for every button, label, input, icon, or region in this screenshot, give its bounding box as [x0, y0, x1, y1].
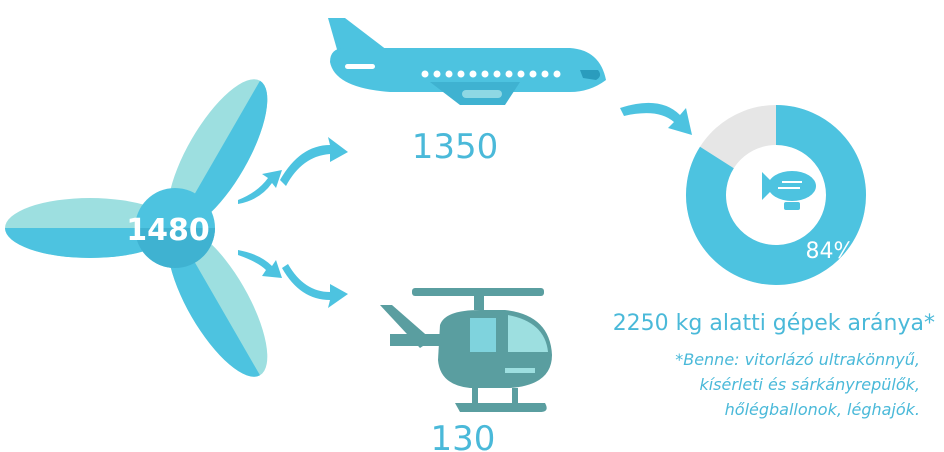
note-line: kísérleti és sárkányrepülők,: [699, 375, 920, 394]
total-value: 1480: [126, 213, 210, 248]
helicopter-value: 130: [431, 419, 496, 452]
share-label: 84%: [806, 239, 855, 264]
infographic: 1480 1350 130 84% 2250 kg alatti gépek a…: [0, 0, 944, 452]
page: {"total": "1480", "airplanes": "1350", "…: [0, 0, 944, 452]
note-line: hőlégballonok, léghajók.: [725, 400, 920, 419]
airplane-value: 1350: [412, 127, 499, 167]
airship-icon: [760, 158, 824, 222]
airplane: [328, 18, 606, 105]
note-line: *Benne: vitorlázó ultrakönnyű,: [675, 350, 920, 369]
helicopter: [380, 288, 552, 412]
caption: 2250 kg alatti gépek aránya*: [613, 311, 935, 336]
